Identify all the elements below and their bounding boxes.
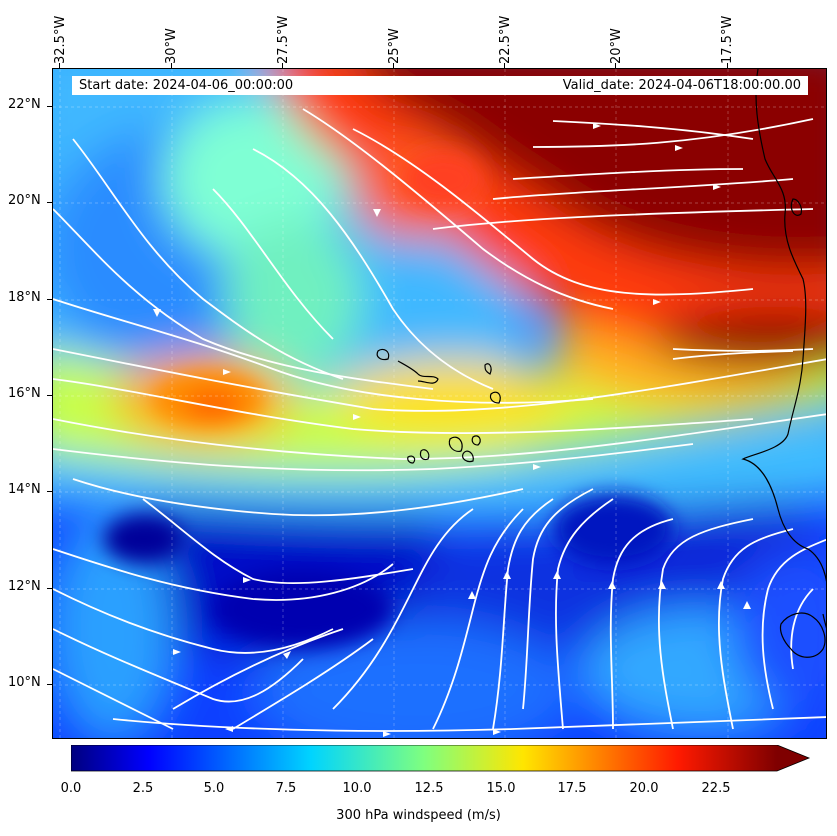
streamline-arrows [153,123,751,737]
lat-tick [47,106,52,107]
lon-tick [393,63,394,68]
lat-tick [47,299,52,300]
lat-label: 22°N [8,97,41,112]
colorbar-extend-arrow [777,745,809,771]
lon-label: 22.5°W [498,15,513,64]
lat-tick [47,202,52,203]
lat-label: 14°N [8,482,41,497]
windspeed-field [53,69,826,738]
lon-tick [504,63,505,68]
colorbar-tick-label: 0.0 [60,781,82,796]
lat-label: 18°N [8,290,41,305]
colorbar-tick-label: 17.5 [557,781,587,796]
colorbar-gradient [71,745,777,771]
colorbar-tick-label: 12.5 [414,781,444,796]
colorbar-tick-label: 2.5 [132,781,154,796]
lon-label: 32.5°W [53,15,68,64]
lon-label: 27.5°W [276,15,291,64]
lat-label: 10°N [8,675,41,690]
lon-tick [727,63,728,68]
lat-label: 12°N [8,579,41,594]
lat-tick [47,491,52,492]
streamlines [53,108,826,732]
colorbar [71,745,811,772]
windspeed-map [53,69,826,738]
lon-label: 20°W [609,28,624,64]
lon-tick [282,63,283,68]
colorbar-tick-label: 10.0 [342,781,372,796]
start-date-label: Start date: 2024-04-06_00:00:00 [79,78,294,93]
lat-label: 16°N [8,386,41,401]
lon-label: 17.5°W [720,15,735,64]
colorbar-tick-label: 22.5 [701,781,731,796]
colorbar-tick-label: 7.5 [275,781,297,796]
lat-tick [47,588,52,589]
valid-date-label: Valid_date: 2024-04-06T18:00:00.00 [562,78,801,93]
graticule [53,69,826,738]
lon-tick [59,63,60,68]
lat-label: 20°N [8,193,41,208]
lon-tick [615,63,616,68]
map-panel [52,68,827,739]
date-info-box: Start date: 2024-04-06_00:00:00 Valid_da… [72,76,808,95]
lon-label: 25°W [387,28,402,64]
lat-tick [47,684,52,685]
colorbar-title: 300 hPa windspeed (m/s) [336,808,501,823]
colorbar-tick-label: 20.0 [629,781,659,796]
colorbar-tick-label: 5.0 [203,781,225,796]
lon-label: 30°W [164,28,179,64]
lat-tick [47,395,52,396]
lon-tick [171,63,172,68]
coastlines [376,69,826,658]
colorbar-tick-label: 15.0 [486,781,516,796]
